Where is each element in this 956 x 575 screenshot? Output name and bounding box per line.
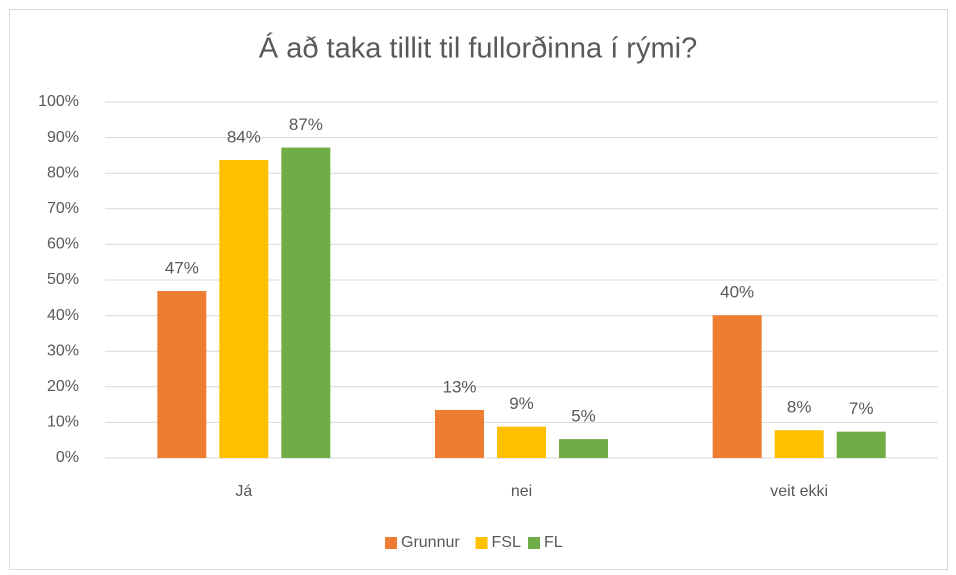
bar <box>219 160 269 458</box>
legend-label: FL <box>544 534 563 551</box>
y-tick-label: 40% <box>47 307 79 324</box>
data-label: 13% <box>442 377 476 396</box>
bar <box>712 315 762 458</box>
legend-label: FSL <box>492 534 521 551</box>
chart-border <box>9 9 948 570</box>
x-tick-label: veit ekki <box>770 483 828 500</box>
legend-swatch <box>385 537 397 549</box>
bar <box>281 147 331 458</box>
data-label: 8% <box>787 398 812 417</box>
data-label: 7% <box>849 399 874 418</box>
y-tick-label: 0% <box>56 449 79 466</box>
data-label: 40% <box>720 283 754 302</box>
data-label: 84% <box>227 128 261 147</box>
y-tick-label: 60% <box>47 236 79 253</box>
data-label: 87% <box>289 115 323 134</box>
data-label: 47% <box>165 259 199 278</box>
legend-swatch <box>475 537 488 549</box>
bar <box>435 409 484 458</box>
legend-label: Grunnur <box>401 534 460 551</box>
bar <box>157 291 207 458</box>
y-tick-label: 20% <box>47 378 79 395</box>
bar <box>497 426 546 458</box>
y-tick-label: 50% <box>47 271 79 288</box>
y-tick-label: 10% <box>47 414 79 431</box>
data-label: 9% <box>509 394 534 413</box>
y-tick-label: 70% <box>47 200 79 217</box>
y-tick-label: 100% <box>38 93 79 110</box>
chart-title: Á að taka tillit til fullorðinna í rými? <box>259 32 697 65</box>
y-tick-label: 80% <box>47 164 79 181</box>
bar <box>559 439 608 458</box>
bar <box>774 430 824 458</box>
bar <box>836 431 886 458</box>
x-tick-label: Já <box>235 483 252 500</box>
y-tick-label: 30% <box>47 342 79 359</box>
legend-swatch <box>528 537 540 549</box>
x-tick-label: nei <box>511 483 532 500</box>
data-label: 5% <box>571 407 596 426</box>
y-tick-label: 90% <box>47 129 79 146</box>
